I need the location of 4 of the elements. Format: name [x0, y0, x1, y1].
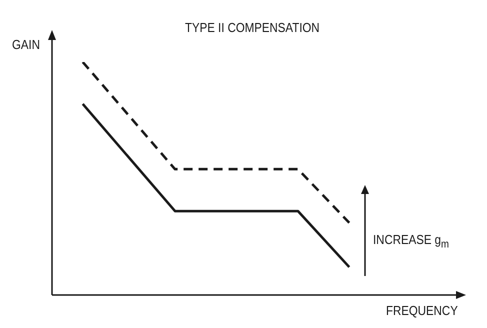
- annotation: INCREASE g$_{m}$: [373, 232, 449, 251]
- y-axis-title: GAIN: [12, 37, 40, 52]
- x-axis-title: FREQUENCY: [386, 303, 458, 318]
- chart-title: TYPE II COMPENSATION: [185, 20, 320, 35]
